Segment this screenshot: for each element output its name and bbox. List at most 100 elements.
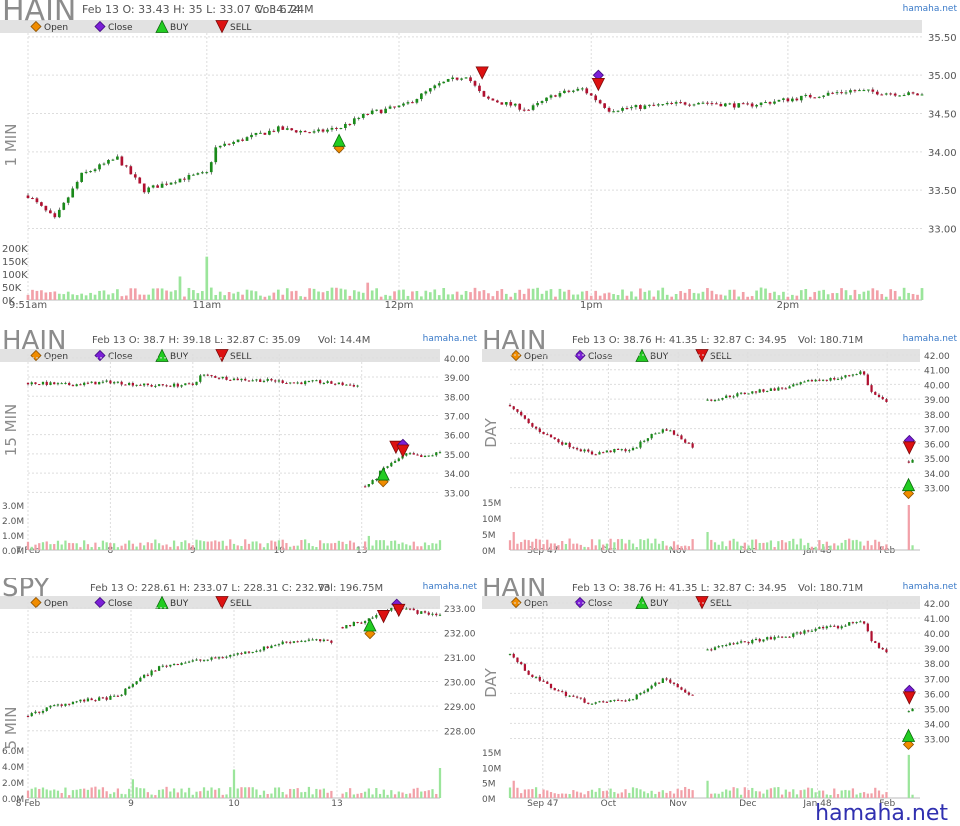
volume-bar <box>650 790 653 798</box>
y-tick-label: 41.00 <box>924 615 950 625</box>
candle-body <box>277 644 281 646</box>
legend-sell-label: SELL <box>710 599 731 609</box>
volume-bar <box>732 787 735 798</box>
volume-bar <box>669 791 672 798</box>
volume-bar <box>371 794 374 798</box>
volume-bar <box>165 290 168 300</box>
period-label: 5 MIN <box>2 707 20 750</box>
volume-bar <box>545 290 548 300</box>
candle-body <box>86 382 90 384</box>
candle-body <box>154 670 157 672</box>
volume-bar <box>262 790 266 798</box>
volume-bar <box>187 543 191 550</box>
buy-marker-icon <box>155 19 169 33</box>
candle-body <box>229 379 232 381</box>
y-tick-label: 33.00 <box>928 225 957 236</box>
candle-body <box>146 383 149 385</box>
candle-body <box>187 174 191 180</box>
candle-body <box>120 694 123 696</box>
volume-bar <box>259 295 262 300</box>
volume-bar <box>773 787 776 798</box>
x-tick-label: Dec <box>739 799 756 808</box>
candle-body <box>652 104 656 106</box>
period-label: DAY <box>482 667 500 697</box>
legend-close-label: Close <box>108 23 133 33</box>
candle-body <box>851 374 855 376</box>
volume-bar <box>390 540 393 550</box>
candle-body <box>795 98 799 101</box>
candle-body <box>870 385 873 392</box>
candle-body <box>669 430 672 432</box>
candle-body <box>754 391 758 393</box>
volume-bar <box>71 294 75 300</box>
candle-body <box>307 380 311 382</box>
volume-bar <box>527 540 530 550</box>
volume-bar <box>536 287 539 300</box>
candle-body <box>345 384 348 386</box>
candle-body <box>319 380 322 384</box>
volume-bar <box>178 276 182 300</box>
candle-body <box>583 698 586 703</box>
volume-bar <box>799 290 803 300</box>
volume-bar <box>68 795 71 798</box>
volume-bar <box>587 791 590 798</box>
volume-bar <box>833 543 836 550</box>
volume-bar <box>773 291 776 300</box>
volume-bar <box>217 788 221 798</box>
candle-body <box>613 699 616 701</box>
volume-bar <box>553 793 556 798</box>
candle-body <box>303 130 307 133</box>
volume-bar <box>561 540 564 550</box>
volume-bar <box>893 290 897 300</box>
volume-bar <box>773 547 776 550</box>
candle-body <box>848 375 851 377</box>
legend-buy-label: BUY <box>170 23 189 33</box>
candle-body <box>289 642 292 644</box>
x-tick-label: 1pm <box>580 300 602 310</box>
candle-body <box>893 93 897 96</box>
volume-bar <box>384 294 387 300</box>
volume-bar <box>139 788 142 798</box>
volume-bar <box>116 289 119 300</box>
candle-body <box>728 103 732 105</box>
candle-body <box>741 103 745 105</box>
sell-marker-icon <box>475 66 489 80</box>
candle-body <box>602 452 605 454</box>
volume-bar <box>639 288 642 300</box>
volume-bar <box>616 539 620 550</box>
candle-body <box>639 692 642 695</box>
volume-bar <box>446 294 450 300</box>
candle-body <box>512 406 515 410</box>
candle-body <box>902 95 906 97</box>
candle-body <box>371 480 374 485</box>
volume-bar <box>397 543 400 550</box>
volume-bar <box>585 290 589 300</box>
volume-bar <box>464 290 468 300</box>
candle-body <box>885 649 888 653</box>
candle-body <box>311 639 314 641</box>
volume-bar <box>438 540 442 550</box>
candle-body <box>178 178 182 183</box>
candle-body <box>402 103 405 106</box>
y-tick-label: 33.00 <box>924 735 950 745</box>
candle-body <box>713 647 717 650</box>
candle-body <box>835 92 839 94</box>
volume-bar <box>317 291 320 300</box>
sell-marker-icon <box>695 349 709 363</box>
candle-body <box>512 653 515 658</box>
volume-bar <box>251 787 254 798</box>
volume-bar <box>531 541 534 550</box>
candle-body <box>635 447 638 449</box>
candle-body <box>116 381 120 383</box>
volume-bar <box>807 542 810 550</box>
volume-bar <box>435 793 438 798</box>
candle-body <box>874 641 877 644</box>
candle-body <box>859 621 862 623</box>
volume-bar <box>755 290 758 300</box>
candle-body <box>388 106 392 109</box>
buy-marker-icon <box>363 618 377 632</box>
volume-bar <box>135 546 138 550</box>
volume-bar <box>124 295 128 300</box>
y-tick-label: 37.00 <box>924 675 950 685</box>
candle-body <box>799 382 802 385</box>
